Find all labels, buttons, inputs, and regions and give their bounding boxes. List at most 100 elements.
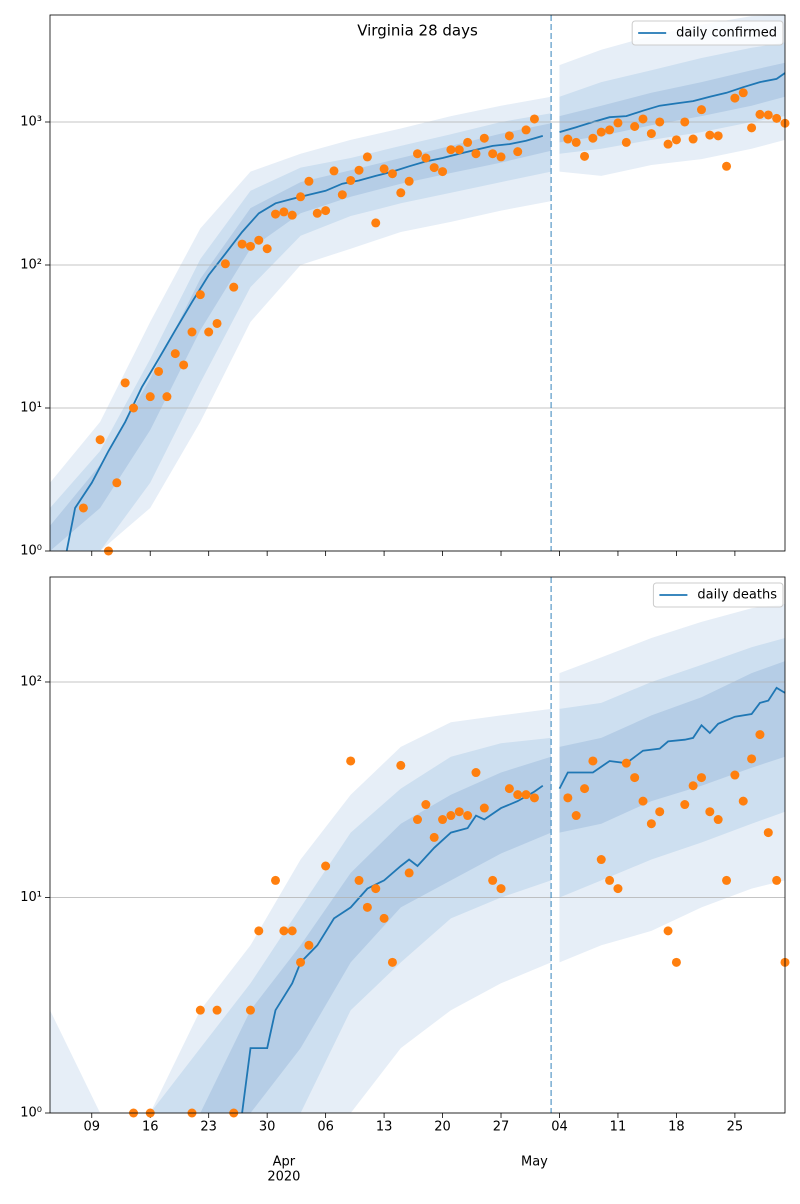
- data-point: [504, 784, 514, 794]
- data-point: [513, 790, 523, 800]
- data-point: [730, 93, 740, 103]
- data-point: [421, 800, 431, 810]
- data-point: [346, 175, 356, 185]
- data-point: [438, 167, 448, 177]
- data-point: [438, 815, 448, 825]
- data-point: [229, 282, 239, 292]
- data-point: [362, 902, 372, 912]
- data-point: [488, 149, 498, 159]
- x-month-label: Apr: [273, 1155, 296, 1170]
- data-point: [529, 114, 539, 124]
- data-point: [262, 244, 272, 254]
- data-point: [187, 327, 197, 337]
- data-point: [722, 161, 732, 171]
- data-point: [588, 756, 598, 766]
- data-point: [296, 957, 306, 967]
- data-point: [621, 758, 631, 768]
- data-point: [304, 940, 314, 950]
- axes-frame: [49, 576, 786, 1114]
- x-tick-label: 23: [200, 1120, 217, 1135]
- data-point: [696, 105, 706, 115]
- x-tick-label: 27: [493, 1120, 510, 1135]
- chart-title: Virginia 28 days: [357, 22, 478, 40]
- data-point: [195, 1005, 205, 1015]
- x-tick-label: 25: [727, 1120, 744, 1135]
- data-point: [521, 790, 531, 800]
- axes-frame: [49, 14, 786, 552]
- data-point: [212, 1005, 222, 1015]
- data-point: [387, 957, 397, 967]
- x-tick-label: 18: [668, 1120, 685, 1135]
- y-tick-label: 10⁰: [20, 544, 42, 559]
- data-point: [279, 207, 289, 217]
- data-point: [605, 875, 615, 885]
- data-point: [271, 875, 281, 885]
- data-point: [95, 435, 105, 445]
- data-point: [413, 815, 422, 825]
- data-point: [429, 832, 439, 842]
- legend-box: [652, 582, 784, 608]
- data-point: [646, 819, 656, 829]
- data-point: [112, 478, 122, 488]
- confidence-band: [559, 661, 785, 833]
- data-point: [396, 188, 406, 198]
- data-point: [129, 403, 139, 413]
- data-point: [346, 756, 356, 766]
- data-point: [446, 811, 456, 821]
- data-point: [663, 926, 673, 936]
- data-point: [78, 503, 88, 513]
- data-point: [396, 760, 406, 770]
- y-tick-label: 10²: [20, 257, 42, 272]
- data-point: [279, 926, 289, 936]
- data-point: [596, 855, 606, 865]
- data-point: [321, 861, 331, 871]
- data-point: [204, 327, 214, 337]
- data-point: [713, 815, 723, 825]
- data-point: [738, 796, 748, 806]
- plot-area: [50, 604, 785, 1113]
- data-point: [513, 147, 523, 157]
- data-point: [671, 957, 681, 967]
- data-point: [404, 868, 414, 878]
- data-point: [354, 165, 364, 175]
- data-point: [747, 754, 757, 764]
- data-point: [772, 113, 782, 123]
- confidence-band: [50, 96, 552, 551]
- x-tick-label: 16: [142, 1120, 159, 1135]
- data-point: [479, 803, 489, 813]
- data-point: [722, 875, 732, 885]
- data-point: [162, 392, 172, 402]
- data-point: [120, 378, 130, 388]
- data-point: [220, 259, 230, 269]
- x-tick-label: 20: [434, 1120, 451, 1135]
- data-point: [454, 807, 464, 817]
- data-point: [630, 773, 640, 783]
- data-point: [371, 884, 381, 894]
- data-point: [580, 151, 590, 161]
- data-point: [413, 149, 422, 159]
- data-point: [571, 811, 581, 821]
- median-line: [241, 686, 785, 1113]
- data-point: [454, 145, 464, 155]
- data-point: [446, 145, 456, 155]
- data-point: [755, 109, 765, 119]
- data-point: [154, 366, 164, 376]
- data-point: [479, 133, 489, 143]
- confidence-band: [50, 756, 552, 1113]
- data-point: [463, 811, 473, 821]
- data-point: [296, 192, 306, 202]
- data-point: [680, 800, 690, 810]
- data-point: [237, 239, 247, 249]
- data-point: [772, 875, 782, 885]
- y-tick-label: 10³: [20, 114, 42, 129]
- data-point: [404, 176, 414, 186]
- data-point: [471, 149, 481, 159]
- data-point: [671, 135, 681, 145]
- data-point: [730, 770, 740, 780]
- legend: daily confirmed: [631, 20, 784, 46]
- data-point: [254, 926, 264, 936]
- x-tick-label: 13: [376, 1120, 393, 1135]
- data-point: [680, 117, 690, 127]
- data-point: [655, 117, 665, 127]
